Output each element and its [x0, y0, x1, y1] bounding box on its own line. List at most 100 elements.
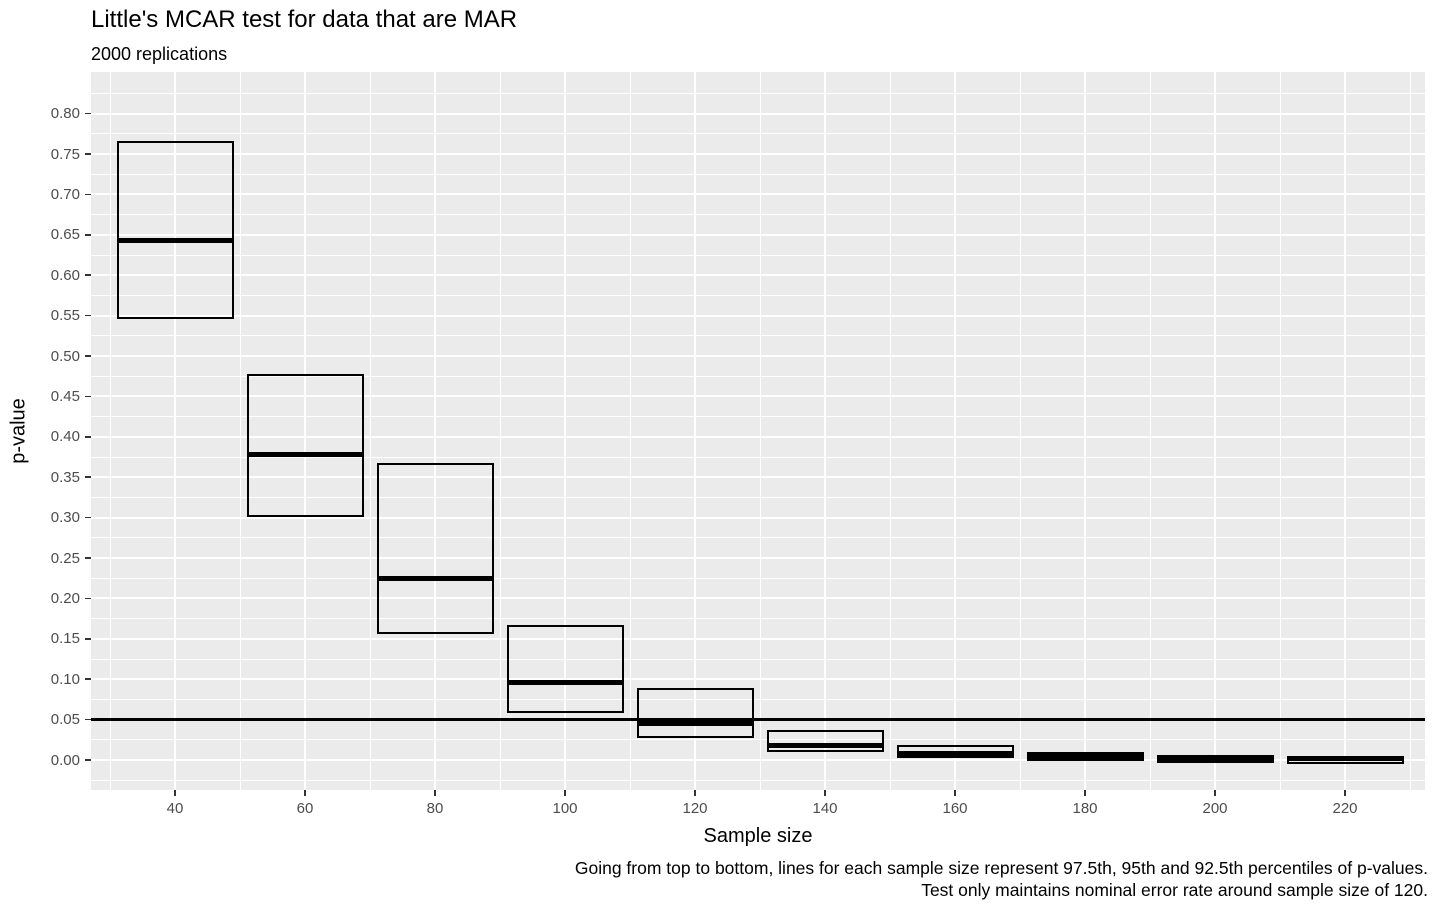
plot-subtitle: 2000 replications — [91, 44, 228, 64]
gridline-minor-h — [91, 577, 1425, 579]
gridline-minor-v — [1149, 72, 1151, 790]
significance-reference-line — [91, 718, 1425, 721]
gridline-major-v — [1344, 72, 1346, 790]
gridline-minor-h — [91, 92, 1425, 94]
x-tick-mark — [824, 790, 826, 796]
y-tick-label: 0.00 — [50, 751, 80, 769]
gridline-minor-v — [629, 72, 631, 790]
x-tick-mark — [694, 790, 696, 796]
y-tick-label: 0.40 — [50, 428, 80, 446]
y-tick-label: 0.35 — [50, 468, 80, 486]
crossbar-median-n160 — [896, 751, 1014, 757]
gridline-major-v — [564, 72, 566, 790]
gridline-minor-h — [91, 375, 1425, 377]
gridline-major-h — [91, 153, 1425, 155]
gridline-minor-h — [91, 416, 1425, 418]
y-tick-label: 0.80 — [50, 105, 80, 123]
y-tick-mark — [85, 476, 91, 478]
crossbar-median-n220 — [1286, 756, 1404, 762]
x-tick-mark — [304, 790, 306, 796]
y-tick-label: 0.15 — [50, 630, 80, 648]
x-tick-mark — [174, 790, 176, 796]
gridline-major-h — [91, 516, 1425, 519]
crossbar-box-n120 — [636, 688, 754, 738]
gridline-minor-h — [91, 739, 1425, 741]
x-tick-label: 160 — [942, 800, 968, 817]
gridline-major-h — [91, 395, 1425, 398]
gridline-minor-h — [91, 496, 1425, 498]
gridline-major-h — [91, 314, 1425, 317]
crossbar-median-n100 — [506, 679, 624, 685]
gridline-major-v — [174, 72, 176, 790]
gridline-minor-h — [91, 133, 1425, 135]
crossbar-median-n120 — [636, 721, 754, 727]
y-tick-mark — [85, 516, 91, 519]
x-tick-label: 80 — [426, 800, 444, 817]
gridline-minor-v — [109, 72, 111, 790]
y-tick-label: 0.30 — [50, 509, 80, 527]
x-tick-mark — [1084, 790, 1086, 796]
gridline-major-h — [91, 597, 1425, 600]
gridline-minor-h — [91, 456, 1425, 458]
crossbar-median-n180 — [1026, 754, 1144, 760]
gridline-minor-v — [499, 72, 501, 790]
y-tick-label: 0.75 — [50, 145, 80, 163]
y-tick-label: 0.20 — [50, 589, 80, 607]
gridline-major-v — [304, 72, 306, 790]
y-tick-mark — [85, 436, 91, 438]
x-tick-mark — [564, 790, 566, 796]
gridline-minor-h — [91, 779, 1425, 781]
gridline-major-h — [91, 355, 1425, 357]
gridline-minor-h — [91, 254, 1425, 256]
gridline-major-h — [91, 193, 1425, 196]
gridline-major-h — [91, 274, 1425, 277]
crossbar-median-n60 — [246, 452, 364, 458]
gridline-minor-h — [91, 173, 1425, 175]
x-tick-label: 40 — [166, 800, 184, 817]
y-tick-mark — [85, 395, 91, 398]
y-tick-label: 0.65 — [50, 226, 80, 244]
x-tick-mark — [434, 790, 436, 796]
x-tick-label: 100 — [552, 800, 578, 817]
y-tick-label: 0.55 — [50, 307, 80, 325]
gridline-minor-h — [91, 537, 1425, 539]
gridline-major-v — [694, 72, 696, 790]
gridline-major-v — [954, 72, 956, 790]
y-tick-label: 0.70 — [50, 185, 80, 203]
y-tick-label: 0.05 — [50, 711, 80, 729]
y-tick-mark — [85, 314, 91, 317]
gridline-major-h — [91, 637, 1425, 640]
crossbar-median-n140 — [766, 742, 884, 748]
y-tick-mark — [85, 557, 91, 559]
y-tick-label: 0.10 — [50, 670, 80, 688]
caption-line-2: Test only maintains nominal error rate a… — [921, 880, 1428, 900]
gridline-minor-v — [1409, 72, 1411, 790]
x-tick-label: 180 — [1072, 800, 1098, 817]
x-tick-label: 60 — [296, 800, 314, 817]
plot-title: Little's MCAR test for data that are MAR — [91, 6, 518, 33]
gridline-minor-v — [1279, 72, 1281, 790]
x-tick-label: 140 — [812, 800, 838, 817]
gridline-major-v — [1084, 72, 1086, 790]
gridline-major-h — [91, 112, 1425, 115]
y-tick-mark — [85, 597, 91, 600]
x-tick-label: 220 — [1332, 800, 1358, 817]
crossbar-box-n60 — [246, 374, 364, 518]
caption-line-1: Going from top to bottom, lines for each… — [574, 858, 1428, 878]
y-tick-mark — [85, 153, 91, 155]
gridline-minor-v — [239, 72, 241, 790]
plot-panel — [91, 72, 1425, 790]
crossbar-box-n40 — [116, 141, 234, 320]
gridline-minor-v — [889, 72, 891, 790]
gridline-minor-h — [91, 698, 1425, 700]
y-tick-mark — [85, 355, 91, 357]
gridline-major-v — [434, 72, 436, 790]
gridline-major-h — [91, 759, 1425, 761]
x-tick-mark — [1214, 790, 1216, 796]
y-tick-mark — [85, 112, 91, 115]
crossbar-median-n200 — [1156, 755, 1274, 761]
y-tick-mark — [85, 234, 91, 236]
crossbar-box-n100 — [506, 625, 624, 713]
crossbar-median-n80 — [376, 575, 494, 581]
